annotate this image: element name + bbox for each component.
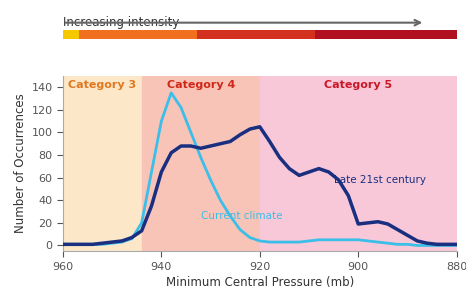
Bar <box>63 30 79 39</box>
Text: Late 21st century: Late 21st century <box>334 175 425 185</box>
Text: Category 5: Category 5 <box>324 80 392 91</box>
Text: Increasing intensity: Increasing intensity <box>63 16 179 29</box>
Bar <box>63 76 142 251</box>
Text: Current climate: Current climate <box>201 211 282 221</box>
Bar <box>197 30 315 39</box>
Text: Category 4: Category 4 <box>166 80 235 91</box>
Y-axis label: Number of Occurrences: Number of Occurrences <box>14 94 27 233</box>
Text: Category 3: Category 3 <box>68 80 137 91</box>
Bar <box>79 30 197 39</box>
Bar <box>260 76 457 251</box>
Bar <box>315 30 457 39</box>
X-axis label: Minimum Central Pressure (mb): Minimum Central Pressure (mb) <box>166 276 354 289</box>
Bar <box>142 76 260 251</box>
